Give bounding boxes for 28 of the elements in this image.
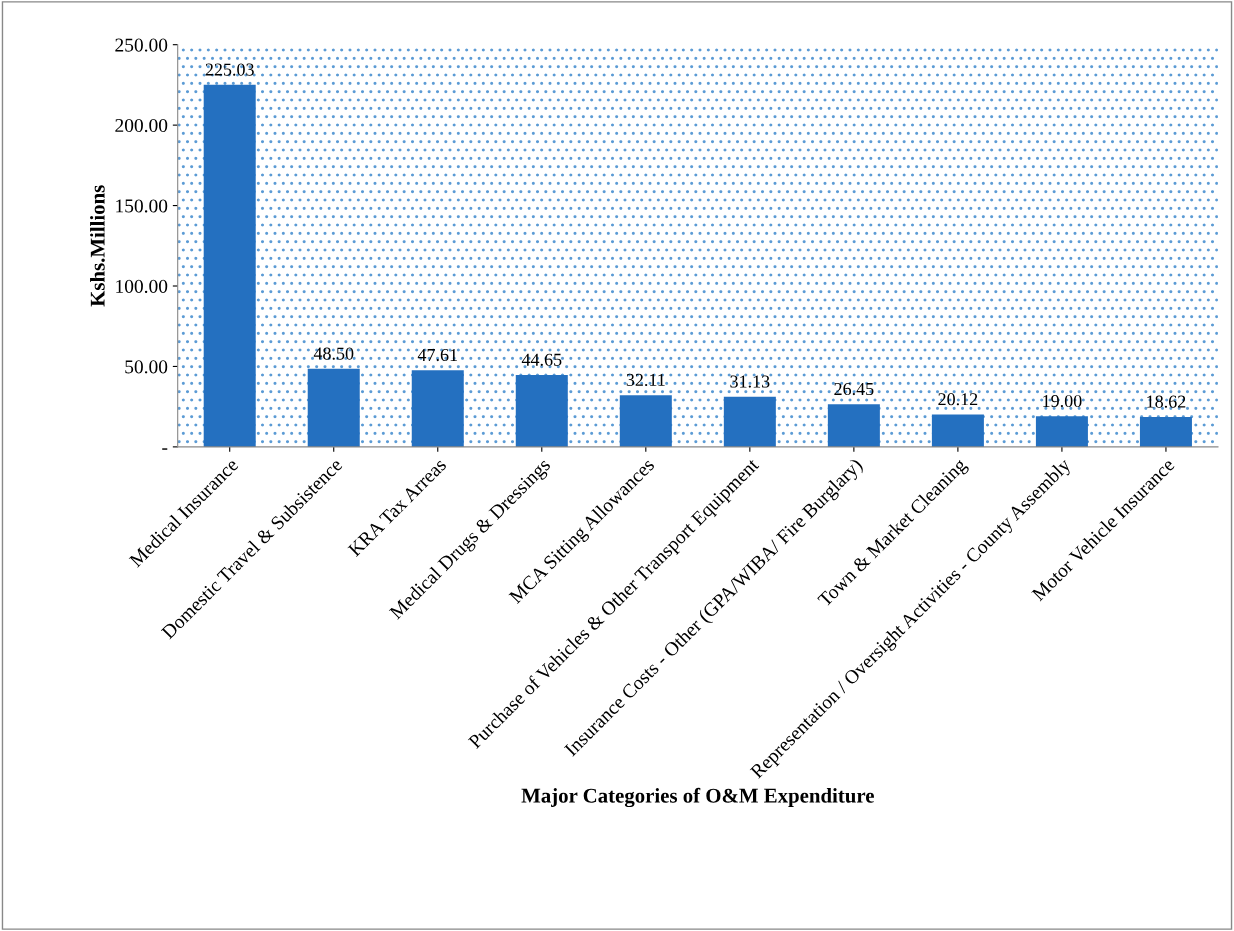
bar <box>931 414 984 447</box>
y-tick-label: 200.00 <box>115 118 168 133</box>
data-label: 18.62 <box>1147 395 1186 408</box>
y-tick-label: 250.00 <box>115 38 168 52</box>
bar <box>1139 416 1192 447</box>
bar <box>619 395 672 447</box>
bar <box>515 375 568 447</box>
y-tick-label: - <box>162 448 168 450</box>
y-tick-label: 100.00 <box>116 279 168 294</box>
data-label: 44.65 <box>521 353 562 366</box>
bar <box>411 370 464 447</box>
data-label: 47.61 <box>417 348 457 362</box>
bar <box>307 368 360 447</box>
x-axis-title: Major Categories of O&M Expenditure <box>521 787 874 808</box>
bar <box>1035 416 1088 447</box>
data-label: 225.03 <box>205 63 254 76</box>
data-label: 31.13 <box>730 375 770 388</box>
bar <box>827 404 880 447</box>
bar <box>723 396 776 447</box>
data-label: 19.00 <box>1043 394 1082 408</box>
data-label: 26.45 <box>834 382 874 396</box>
y-tick-label: 150.00 <box>116 199 168 213</box>
y-axis-title: Kshs.Millions <box>90 185 105 307</box>
data-label: 20.12 <box>938 393 978 406</box>
data-label: 48.50 <box>313 347 354 360</box>
bar <box>203 84 256 447</box>
y-tick-label: 50.00 <box>125 360 168 374</box>
data-label: 32.11 <box>626 373 665 387</box>
